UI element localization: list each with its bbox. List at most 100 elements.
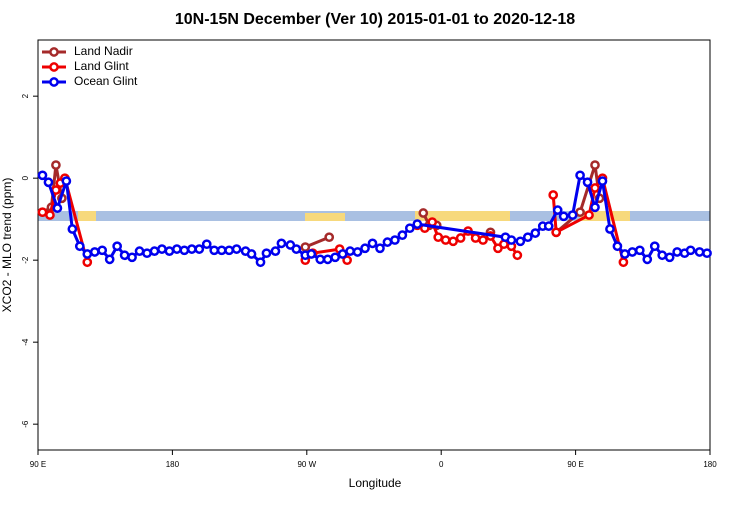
data-point <box>224 245 234 256</box>
data-point <box>45 210 55 220</box>
data-point <box>522 232 533 243</box>
data-point <box>642 254 653 265</box>
data-point <box>134 246 145 256</box>
data-point <box>82 249 93 259</box>
data-point <box>231 244 242 254</box>
data-point <box>306 249 317 259</box>
data-point <box>142 248 152 259</box>
data-point <box>590 183 600 193</box>
data-point <box>397 230 408 241</box>
data-point <box>261 248 272 259</box>
x-tick-label: 180 <box>703 460 717 469</box>
y-tick-label: -2 <box>21 256 30 264</box>
data-point <box>67 224 78 234</box>
data-point <box>300 242 311 252</box>
data-point <box>112 241 122 252</box>
x-axis-label: Longitude <box>349 476 402 490</box>
data-point <box>620 249 630 259</box>
data-point <box>512 250 523 261</box>
legend-label: Ocean Glint <box>74 74 138 88</box>
legend-marker <box>49 77 59 87</box>
y-tick-label: 0 <box>21 175 30 180</box>
ocean-strip <box>38 211 710 221</box>
data-point <box>530 228 541 238</box>
data-point <box>89 247 100 257</box>
data-point <box>149 246 160 256</box>
data-point <box>448 236 458 247</box>
data-point <box>367 238 378 249</box>
data-point <box>404 223 415 234</box>
data-point <box>558 211 569 222</box>
data-point <box>582 177 593 188</box>
data-point <box>433 232 444 243</box>
data-point <box>97 245 108 256</box>
data-point <box>412 219 423 229</box>
data-point <box>597 176 608 186</box>
data-point <box>119 250 130 261</box>
data-point <box>179 245 190 256</box>
data-point <box>627 247 638 257</box>
data-point <box>337 249 348 259</box>
land-patch <box>580 211 630 221</box>
data-point <box>315 254 326 265</box>
data-point <box>186 244 197 254</box>
data-point <box>672 247 682 257</box>
data-point <box>345 246 355 256</box>
data-point <box>390 235 400 245</box>
y-tick-label: -6 <box>21 420 30 428</box>
data-point <box>322 254 333 265</box>
data-point <box>74 241 85 252</box>
data-point <box>172 244 182 254</box>
data-point <box>590 160 600 170</box>
legend-marker <box>49 47 59 57</box>
data-point <box>702 248 712 259</box>
x-tick-label: 90 E <box>30 460 46 469</box>
map-strip <box>38 211 710 221</box>
data-point <box>51 160 61 170</box>
legend-label: Land Nadir <box>74 44 133 58</box>
data-point <box>612 241 623 252</box>
data-point <box>440 235 451 245</box>
data-point <box>37 207 48 218</box>
x-tick-label: 90 W <box>297 460 316 469</box>
data-point <box>37 170 48 181</box>
chart-title: 10N-15N December (Ver 10) 2015-01-01 to … <box>175 11 575 28</box>
data-point <box>548 190 559 200</box>
data-point <box>127 252 137 263</box>
data-point <box>418 208 429 218</box>
series-line <box>41 164 601 249</box>
data-point <box>61 176 72 186</box>
data-point <box>470 233 481 243</box>
land-patch <box>305 213 345 221</box>
data-point <box>634 245 645 256</box>
data-point <box>506 235 517 245</box>
data-point <box>543 221 554 231</box>
data-point <box>375 243 385 254</box>
x-tick-label: 90 E <box>567 460 583 469</box>
data-point <box>552 205 563 215</box>
data-point <box>164 246 175 256</box>
series <box>37 170 712 268</box>
data-point <box>664 252 675 263</box>
data-point <box>201 239 212 250</box>
data-point <box>246 249 257 259</box>
plot-frame <box>37 39 711 451</box>
data-point <box>515 236 526 247</box>
data-point <box>360 243 370 254</box>
data-point <box>43 177 54 188</box>
data-point <box>330 252 341 263</box>
data-point <box>694 247 705 257</box>
data-point <box>342 255 352 266</box>
data-point <box>276 238 287 249</box>
data-point <box>551 227 562 238</box>
data-point <box>649 241 660 252</box>
data-point <box>209 245 220 256</box>
data-point <box>575 170 585 181</box>
data-point <box>618 257 629 268</box>
data-point <box>291 244 302 254</box>
data-point <box>575 207 585 218</box>
data-point <box>270 246 281 256</box>
data-point <box>352 247 363 257</box>
legend-label: Land Glint <box>74 59 129 73</box>
